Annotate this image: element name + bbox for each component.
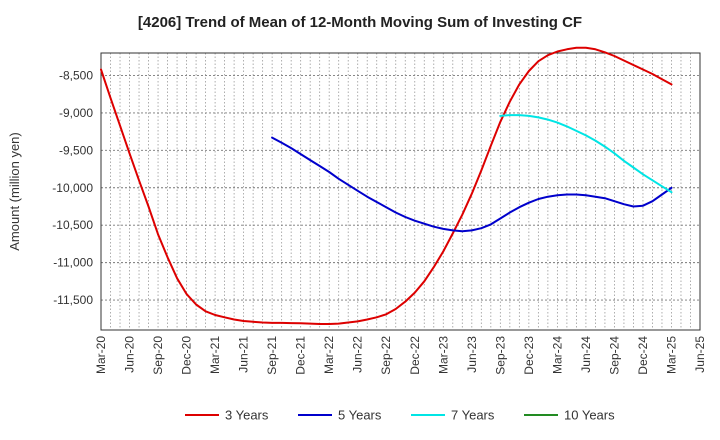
series-line-7-years <box>499 114 673 194</box>
x-tick-label: Dec-24 <box>636 336 650 375</box>
y-tick-label: -11,500 <box>53 293 93 307</box>
x-tick-label: Dec-20 <box>180 336 194 375</box>
legend-label-3-years: 3 Years <box>225 408 269 423</box>
x-tick-label: Dec-23 <box>522 336 536 375</box>
x-tick-label: Jun-24 <box>579 336 593 373</box>
grid <box>101 53 700 330</box>
x-tick-label: Jun-22 <box>351 336 365 373</box>
series <box>100 46 673 325</box>
x-axis-ticks: Mar-20 Jun-20 Sep-20 Dec-20 Mar-21 Jun-21 Sep-… <box>94 336 707 375</box>
x-tick-label: Mar-23 <box>436 336 450 374</box>
x-tick-label: Mar-20 <box>94 336 108 374</box>
y-axis-ticks: -8,500 -9,000 -9,500 -10,000 -10,500 -11,000 -… <box>52 68 93 307</box>
x-tick-label: Dec-22 <box>408 336 422 375</box>
x-tick-label: Jun-23 <box>465 336 479 373</box>
series-line-5-years <box>271 136 673 233</box>
x-tick-label: Mar-21 <box>208 336 222 374</box>
y-tick-label: -9,500 <box>59 143 93 157</box>
x-tick-label: Mar-24 <box>550 336 564 374</box>
y-tick-label: -8,500 <box>59 68 93 82</box>
x-tick-label: Mar-22 <box>322 336 336 374</box>
x-tick-label: Sep-21 <box>265 336 279 375</box>
x-tick-label: Jun-20 <box>123 336 137 373</box>
y-tick-label: -10,000 <box>52 181 93 195</box>
legend-label-5-years: 5 Years <box>338 408 382 423</box>
legend-label-10-years: 10 Years <box>564 408 615 423</box>
plot-area <box>101 53 700 330</box>
x-tick-label: Jun-25 <box>693 336 707 373</box>
y-axis-title: Amount (million yen) <box>7 132 22 251</box>
series-line-3-years <box>100 46 673 325</box>
chart-title: [4206] Trend of Mean of 12-Month Moving … <box>137 14 583 31</box>
x-tick-label: Dec-21 <box>294 336 308 375</box>
plot-border <box>100 52 701 331</box>
x-tick-label: Sep-24 <box>607 336 621 375</box>
x-tick-label: Mar-25 <box>664 336 678 374</box>
x-tick-label: Sep-22 <box>379 336 393 375</box>
y-tick-label: -10,500 <box>52 218 93 232</box>
x-tick-label: Sep-23 <box>493 336 507 375</box>
y-tick-label: -11,000 <box>53 256 93 270</box>
x-tick-label: Jun-21 <box>237 336 251 373</box>
legend-label-7-years: 7 Years <box>451 408 495 423</box>
legend: 3 Years 5 Years 7 Years 10 Years <box>185 408 615 423</box>
y-tick-label: -9,000 <box>59 106 93 120</box>
x-tick-label: Sep-20 <box>151 336 165 375</box>
